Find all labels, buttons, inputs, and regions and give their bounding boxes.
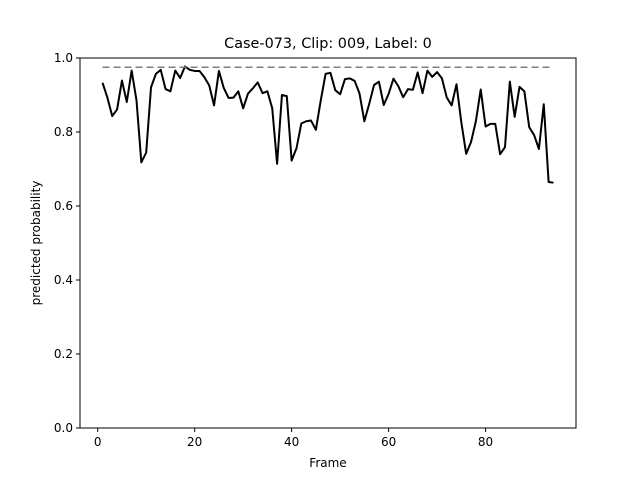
- x-tick-label: 80: [478, 435, 493, 449]
- series-layer: [101, 65, 554, 184]
- y-tick-label: 1.0: [54, 51, 73, 65]
- x-tick-label: 20: [187, 435, 202, 449]
- x-tick-label: 0: [94, 435, 102, 449]
- plot-area: [80, 58, 576, 428]
- x-tick-label: 60: [381, 435, 396, 449]
- x-axis-label: Frame: [309, 456, 346, 470]
- y-tick-label: 0.0: [54, 421, 73, 435]
- chart-title: Case-073, Clip: 009, Label: 0: [224, 36, 432, 52]
- y-tick-label: 0.2: [54, 347, 73, 361]
- x-tick-label: 40: [284, 435, 299, 449]
- axes-frame: [79, 57, 577, 429]
- x-axis-ticks: 0 20 40 60 80: [94, 428, 493, 449]
- y-tick-label: 0.6: [54, 199, 73, 213]
- y-axis-ticks: 0.0 0.2 0.4 0.6 0.8 1.0: [54, 51, 80, 435]
- probability-line: [101, 65, 554, 184]
- y-tick-label: 0.8: [54, 125, 73, 139]
- y-axis-label: predicted probability: [29, 181, 43, 306]
- y-tick-label: 0.4: [54, 273, 73, 287]
